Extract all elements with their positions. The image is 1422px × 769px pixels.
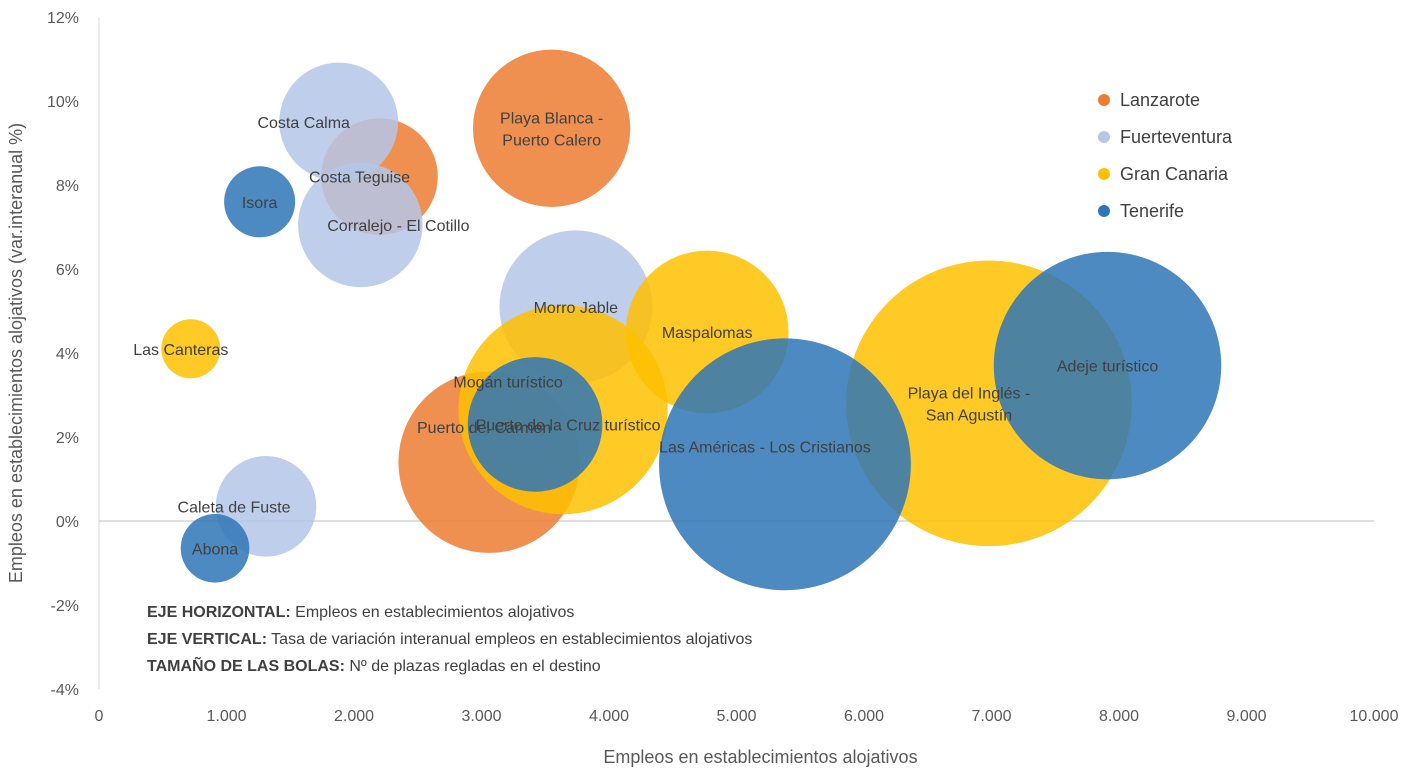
note-label: EJE HORIZONTAL:: [147, 604, 291, 621]
bubble-lanzarote: [472, 49, 631, 207]
bubble-fuerteventura: [298, 162, 423, 288]
bubble-labels: Playa Blanca -Puerto Calero Costa Teguise…: [133, 110, 1158, 558]
y-tick-label: 12%: [47, 10, 79, 27]
y-tick-label: 6%: [56, 262, 79, 279]
bubble-label: Maspalomas: [662, 325, 753, 342]
bubble-gran-canaria: [161, 319, 221, 379]
note-text: Tasa de variación interanual empleos en …: [267, 631, 752, 648]
legend-item: Lanzarote: [1120, 90, 1200, 110]
x-tick-label: 1.000: [206, 708, 246, 725]
y-tick-label: -4%: [51, 682, 79, 699]
legend-marker: [1098, 168, 1110, 180]
y-tick-label: 4%: [56, 346, 79, 363]
y-tick-label: 8%: [56, 178, 79, 195]
bubble-label: Playa del Inglés -San Agustín: [908, 385, 1031, 424]
bubble-label: Isora: [242, 195, 278, 212]
x-tick-label: 4.000: [589, 708, 629, 725]
bubble-tenerife: [224, 166, 296, 238]
bubble-label: Abona: [192, 541, 238, 558]
x-tick-label: 5.000: [716, 708, 756, 725]
note-text: Nº de plazas regladas en el destino: [345, 658, 601, 675]
bubble-label: Costa Teguise: [309, 170, 410, 187]
bubble-fuerteventura: [279, 62, 399, 182]
x-tick-label: 7.000: [971, 708, 1011, 725]
x-tick-label: 2.000: [334, 708, 374, 725]
bubble-label: Costa Calma: [257, 115, 350, 132]
note-line: EJE VERTICAL: Tasa de variación interanu…: [147, 631, 752, 648]
note-label: TAMAÑO DE LAS BOLAS:: [147, 655, 345, 675]
legend-marker: [1098, 94, 1110, 106]
bubble-label: Caleta de Fuste: [178, 499, 291, 516]
x-tick-label: 10.000: [1350, 708, 1399, 725]
bubble-label: Las Canteras: [133, 342, 228, 359]
y-tick-label: 2%: [56, 430, 79, 447]
note-label: EJE VERTICAL:: [147, 631, 267, 648]
x-tick-label: 0: [95, 708, 104, 725]
bubble-tenerife: [180, 514, 250, 583]
x-tick-label: 8.000: [1099, 708, 1139, 725]
x-tick-label: 9.000: [1226, 708, 1266, 725]
x-axis-title: Empleos en establecimientos alojativos: [603, 747, 917, 767]
bubble-tenerife: [467, 357, 603, 492]
legend-item: Gran Canaria: [1120, 164, 1229, 184]
legend: Lanzarote Fuerteventura Gran Canaria Teneri…: [1098, 90, 1233, 221]
bubble-label: Las Américas - Los Cristianos: [659, 439, 871, 456]
bubble-tenerife: [993, 251, 1222, 480]
bubble-label: Mogán turístico: [453, 375, 562, 392]
legend-item: Fuerteventura: [1120, 127, 1233, 147]
legend-marker: [1098, 205, 1110, 217]
note-text: Empleos en establecimientos alojativos: [291, 604, 575, 621]
bubbles: [161, 49, 1222, 591]
y-tick-label: -2%: [51, 598, 79, 615]
axis-notes: EJE HORIZONTAL: Empleos en establecimien…: [147, 604, 752, 675]
bubble-label: Puerto de la Cruz turístico: [476, 417, 661, 434]
bubble-tenerife: [659, 338, 911, 591]
legend-marker: [1098, 131, 1110, 143]
legend-item: Tenerife: [1120, 201, 1184, 221]
y-tick-label: 0%: [56, 514, 79, 531]
x-tick-labels: 0 1.000 2.000 3.000 4.000 5.000 6.000 7.000 8.00…: [95, 708, 1399, 725]
x-tick-label: 6.000: [844, 708, 884, 725]
y-axis-title: Empleos en establecimientos alojativos (…: [6, 123, 26, 583]
bubble-label: Playa Blanca -Puerto Calero: [500, 110, 603, 149]
y-tick-labels: -4% -2% 0% 2% 4% 6% 8% 10% 12%: [47, 10, 79, 699]
bubble-label: Puerto del Carmen: [417, 420, 551, 437]
bubble-label: Adeje turístico: [1057, 359, 1158, 376]
bubble-label: Morro Jable: [534, 300, 619, 317]
x-tick-label: 3.000: [461, 708, 501, 725]
y-tick-label: 10%: [47, 94, 79, 111]
note-line: TAMAÑO DE LAS BOLAS: Nº de plazas reglad…: [147, 655, 601, 675]
note-line: EJE HORIZONTAL: Empleos en establecimien…: [147, 604, 574, 621]
bubble-label: Corralejo - El Cotillo: [327, 218, 469, 235]
